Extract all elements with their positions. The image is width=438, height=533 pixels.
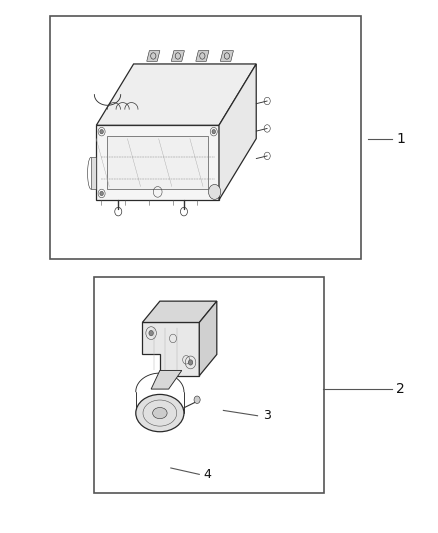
Polygon shape xyxy=(220,51,233,61)
Polygon shape xyxy=(147,51,160,61)
Polygon shape xyxy=(107,136,208,189)
Polygon shape xyxy=(151,370,182,389)
Circle shape xyxy=(149,330,153,336)
Text: 4: 4 xyxy=(204,468,212,481)
Polygon shape xyxy=(91,157,96,189)
Polygon shape xyxy=(142,301,217,322)
Polygon shape xyxy=(96,64,256,125)
Circle shape xyxy=(100,191,103,196)
Text: 1: 1 xyxy=(396,132,405,146)
Circle shape xyxy=(212,130,215,134)
Ellipse shape xyxy=(152,407,167,419)
Circle shape xyxy=(188,360,193,365)
Bar xyxy=(50,16,361,259)
Ellipse shape xyxy=(136,394,184,432)
Text: 3: 3 xyxy=(263,409,271,422)
Polygon shape xyxy=(219,64,256,200)
Circle shape xyxy=(212,191,215,196)
Polygon shape xyxy=(196,51,209,61)
Polygon shape xyxy=(171,51,184,61)
Polygon shape xyxy=(96,125,219,200)
Polygon shape xyxy=(142,322,199,376)
Circle shape xyxy=(100,130,103,134)
Circle shape xyxy=(194,396,200,403)
Text: 2: 2 xyxy=(396,382,405,396)
Bar xyxy=(94,277,324,493)
Circle shape xyxy=(208,184,221,199)
Polygon shape xyxy=(199,301,217,376)
